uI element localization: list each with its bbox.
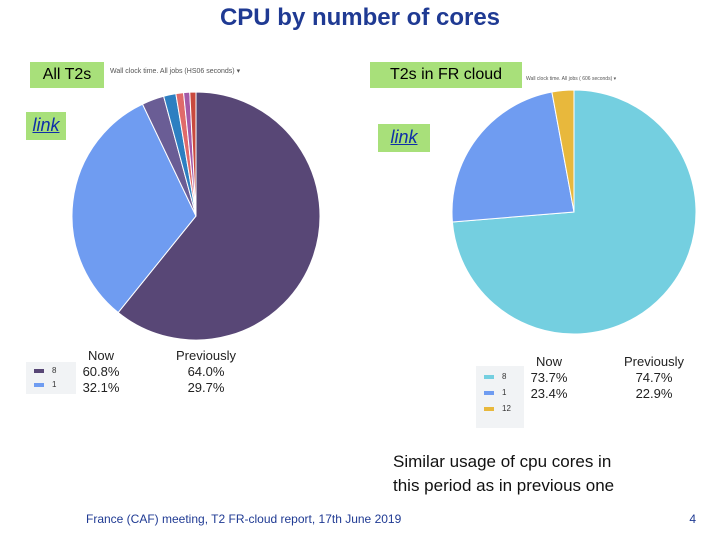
left-now-column: Now 60.8% 32.1%	[78, 348, 124, 396]
left-link[interactable]: link	[32, 115, 60, 135]
legend-label: 1	[502, 388, 507, 397]
legend-label: 8	[502, 372, 507, 381]
now-value-1-core: 23.4%	[530, 386, 568, 401]
right-link-box: link	[378, 124, 430, 152]
chevron-down-icon: ▾	[236, 68, 241, 75]
page-title: CPU by number of cores	[219, 4, 501, 31]
page-number: 4	[689, 512, 696, 526]
legend-swatch	[34, 369, 44, 373]
pie-slice-1[interactable]	[71, 103, 197, 314]
legend-swatch	[484, 375, 494, 379]
chevron-down-icon: ▾	[613, 76, 617, 82]
legend-swatch	[484, 407, 494, 411]
pie-slice-8[interactable]	[117, 91, 321, 341]
left-chart-header[interactable]: Wall clock time. All jobs (HS06 seconds)…	[110, 67, 310, 75]
now-label: Now	[535, 354, 562, 369]
summary-line-1: Similar usage of cpu cores in	[393, 452, 612, 471]
legend-label: 8	[52, 366, 57, 375]
previously-label: Previously	[176, 348, 236, 363]
right-now-column: Now 73.7% 23.4%	[526, 354, 572, 402]
pie-slice-12[interactable]	[551, 89, 575, 213]
left-pie-chart	[71, 91, 321, 341]
summary-note: Similar usage of cpu cores in this perio…	[393, 450, 693, 498]
right-chart-header[interactable]: Wall clock time. All jobs ( 606 seconds)…	[526, 76, 676, 82]
previously-value-8-cores: 64.0%	[187, 364, 225, 379]
previously-value-1-core: 29.7%	[187, 380, 225, 395]
previously-value-8-cores: 74.7%	[635, 370, 673, 385]
left-legend: 8 1	[26, 362, 76, 394]
now-label: Now	[87, 348, 114, 363]
previously-label: Previously	[624, 354, 684, 369]
left-link-box: link	[26, 112, 66, 140]
now-value-8-cores: 60.8%	[82, 364, 120, 379]
right-pie-chart	[451, 89, 697, 335]
footer-text: France (CAF) meeting, T2 FR-cloud report…	[86, 512, 402, 526]
fr-cloud-label: T2s in FR cloud	[370, 62, 522, 88]
now-value-8-cores: 73.7%	[530, 370, 568, 385]
right-previously-column: Previously 74.7% 22.9%	[614, 354, 694, 402]
legend-swatch	[484, 391, 494, 395]
previously-value-1-core: 22.9%	[635, 386, 673, 401]
left-chart-header-text: Wall clock time. All jobs (HS06 seconds)	[110, 68, 235, 75]
legend-label: 1	[52, 380, 57, 389]
left-previously-column: Previously 64.0% 29.7%	[166, 348, 246, 396]
pie-slice-other-e[interactable]	[189, 91, 197, 217]
legend-swatch	[34, 383, 44, 387]
pie-slice-1[interactable]	[451, 91, 575, 223]
right-chart-header-text: Wall clock time. All jobs ( 606 seconds)	[526, 76, 613, 82]
right-legend: 8 1 12	[476, 366, 524, 428]
all-t2s-label: All T2s	[30, 62, 104, 88]
now-value-1-core: 32.1%	[82, 380, 120, 395]
summary-line-2: this period as in previous one	[393, 476, 615, 495]
legend-label: 12	[502, 404, 511, 413]
right-link[interactable]: link	[390, 127, 418, 147]
